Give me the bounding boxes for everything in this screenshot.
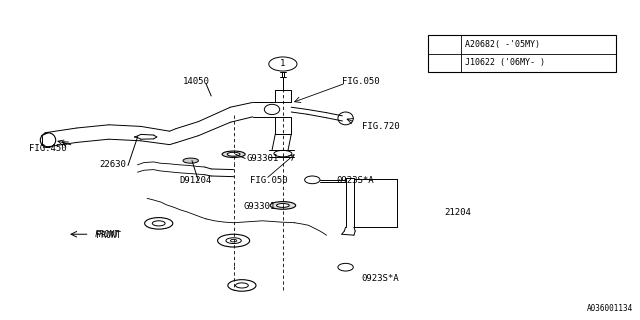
Bar (428, 35, 616, 72)
Text: FRONT: FRONT (95, 230, 120, 239)
Text: J10622 ('06MY- ): J10622 ('06MY- ) (465, 58, 545, 67)
Text: FIG.050: FIG.050 (250, 176, 287, 185)
Text: D91204: D91204 (179, 176, 211, 185)
Ellipse shape (227, 152, 240, 156)
Ellipse shape (276, 204, 289, 207)
Text: 1: 1 (442, 40, 447, 49)
Text: 14050: 14050 (182, 77, 209, 86)
Ellipse shape (183, 158, 198, 163)
Text: 0923S*A: 0923S*A (336, 176, 374, 185)
Text: FIG.050: FIG.050 (342, 77, 380, 86)
Text: FRONT: FRONT (96, 231, 121, 240)
Text: 21204: 21204 (445, 208, 472, 217)
Text: G93301: G93301 (246, 154, 278, 163)
Circle shape (269, 57, 297, 71)
Text: A20682( -'05MY): A20682( -'05MY) (465, 40, 540, 49)
Ellipse shape (222, 151, 245, 157)
Text: FIG.450: FIG.450 (29, 144, 67, 153)
Text: FIG.720: FIG.720 (362, 122, 399, 131)
Text: 22630: 22630 (99, 160, 126, 169)
Ellipse shape (270, 202, 296, 209)
Text: G93301: G93301 (243, 202, 275, 211)
Text: A036001134: A036001134 (588, 304, 634, 313)
Text: 0923S*A: 0923S*A (362, 274, 399, 283)
Circle shape (431, 38, 457, 51)
Text: 1: 1 (442, 58, 447, 67)
Text: 1: 1 (280, 60, 285, 68)
Circle shape (431, 56, 457, 69)
